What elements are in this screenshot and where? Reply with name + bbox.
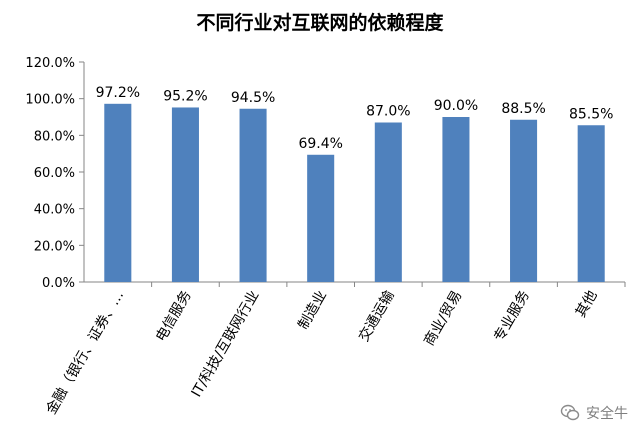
category-label: 电信服务	[153, 288, 195, 344]
bar	[239, 108, 267, 282]
bar-data-label: 85.5%	[569, 106, 613, 122]
bar-data-label: 95.2%	[163, 88, 207, 104]
watermark-text: 安全牛	[586, 406, 628, 422]
bar	[307, 154, 335, 282]
y-tick-label: 40.0%	[34, 203, 75, 218]
category-label: 其他	[573, 288, 601, 320]
bar	[442, 117, 470, 282]
bar-data-label: 90.0%	[434, 98, 478, 114]
bar-data-label: 69.4%	[298, 136, 342, 152]
bar	[104, 103, 132, 282]
y-axis: 0.0% 20.0% 40.0% 60.0% 80.0% 100.0% 120.0%	[25, 56, 625, 291]
y-tick-label: 100.0%	[25, 93, 75, 108]
bar-data-label: 94.5%	[231, 90, 275, 106]
bar	[171, 107, 199, 282]
chart-title: 不同行业对互联网的依赖程度	[196, 12, 444, 34]
bar-data-label: 87.0%	[366, 104, 410, 120]
category-label: 专业服务	[491, 288, 533, 344]
bar	[577, 125, 605, 282]
y-tick-label: 60.0%	[34, 166, 75, 181]
bar	[374, 122, 402, 282]
y-tick-label: 80.0%	[34, 129, 75, 144]
category-label: 制造业	[295, 288, 330, 332]
y-tick-label: 20.0%	[34, 239, 75, 254]
watermark: 安全牛	[560, 403, 628, 423]
category-label: 商业/贸易	[421, 288, 465, 349]
category-label: IT/科技/互联网行业	[189, 288, 263, 400]
category-label: 金融（银行、证券、…	[43, 288, 127, 417]
category-label: 交通运输	[355, 288, 398, 345]
bar-data-label: 97.2%	[96, 85, 140, 101]
y-tick-label: 0.0%	[42, 276, 75, 291]
bar	[510, 119, 538, 282]
wechat-icon	[560, 404, 580, 421]
bars	[104, 103, 626, 287]
y-tick-label: 120.0%	[25, 56, 75, 71]
data-labels: 97.2% 95.2% 94.5% 69.4% 87.0% 90.0% 88.5% 85.5%	[96, 85, 614, 152]
bar-data-label: 88.5%	[501, 101, 545, 117]
